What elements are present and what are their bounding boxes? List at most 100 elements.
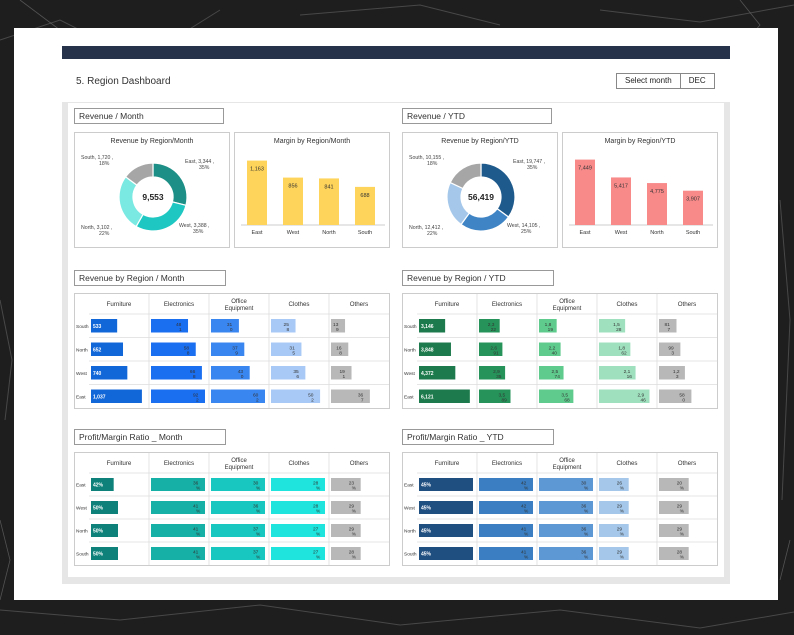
cell-value-suffix: 2 <box>256 397 259 403</box>
cell-value: 30 <box>253 481 259 487</box>
data-bar <box>271 478 325 491</box>
donut-slice-south <box>124 162 154 186</box>
cell-value: 50 <box>308 392 314 398</box>
data-bar <box>479 524 533 537</box>
month-dropdown[interactable]: DEC <box>679 74 714 88</box>
data-bar <box>599 501 629 514</box>
bar-west <box>283 177 303 225</box>
cell-value-suffix: % <box>352 486 357 492</box>
cell-value-suffix: 46 <box>641 397 647 403</box>
donut-label-line2: 22% <box>427 231 438 237</box>
month-selector[interactable]: Select month DEC <box>616 73 715 89</box>
cell-value: 36 <box>358 392 364 398</box>
cell-value: 36 <box>581 504 587 510</box>
cell-value: 66 <box>190 369 196 375</box>
data-bar <box>211 478 265 491</box>
cell-value: 45% <box>421 483 432 489</box>
cell-value: 2,1 <box>624 369 631 375</box>
column-header-electronics: Electronics <box>164 460 194 467</box>
cell-value-suffix: % <box>256 532 261 538</box>
cell-value-suffix: 7 <box>361 397 364 403</box>
cell-value: 99 <box>668 345 674 351</box>
data-bar <box>151 342 196 356</box>
cell-value-suffix: 62 <box>621 350 627 356</box>
cell-value: 42 <box>521 504 527 510</box>
cell-value: 1,2 <box>673 369 680 375</box>
data-bar <box>271 366 306 380</box>
cell-value-suffix: 22 <box>491 327 497 333</box>
data-bar <box>539 366 564 380</box>
row-label-west: West <box>404 506 416 512</box>
data-bar <box>539 524 593 537</box>
data-bar <box>539 342 561 356</box>
bar-value-label: 1,163 <box>250 167 264 173</box>
data-bar <box>271 389 321 403</box>
data-bar <box>419 342 451 356</box>
cell-value: 45% <box>421 552 432 558</box>
section-label-pm-ytd: Profit/Margin Ratio _ YTD <box>402 429 554 445</box>
cell-value: 60 <box>253 392 259 398</box>
column-header-furniture: Furniture <box>107 301 132 308</box>
data-bar <box>151 524 205 537</box>
data-bar <box>659 319 677 333</box>
cell-value: 20 <box>677 481 683 487</box>
data-bar <box>419 319 446 333</box>
data-bar <box>599 342 631 356</box>
column-header-electronics: Electronics <box>164 301 194 308</box>
chart-title: Revenue by Region/Month <box>110 138 194 145</box>
data-bar <box>91 501 118 514</box>
data-bar <box>419 366 456 380</box>
bar-value-label: 856 <box>288 184 297 190</box>
cell-value-suffix: 2 <box>196 397 199 403</box>
dashboard-sheet: 5. Region Dashboard Select month DEC Rev… <box>62 59 730 584</box>
data-bar <box>331 389 370 403</box>
donut-label-line1: South, 10,155 , <box>409 155 444 161</box>
cell-value: 45% <box>421 529 432 535</box>
data-bar <box>151 478 205 491</box>
cell-value: 6,121 <box>421 394 434 400</box>
data-bar <box>151 366 202 380</box>
cell-value: 41 <box>521 527 527 533</box>
donut-label-line2: 22% <box>99 231 110 237</box>
row-label-south: South <box>404 324 417 330</box>
cell-value: 29 <box>617 527 623 533</box>
cell-value: 37 <box>232 345 238 351</box>
section-label-rbr-month: Revenue by Region / Month <box>74 270 226 286</box>
cell-value: 42% <box>93 483 104 489</box>
donut-label-north: North, 12,412 , 22% <box>409 225 443 237</box>
column-header-others: Others <box>350 460 369 467</box>
data-bar <box>91 319 118 333</box>
data-bar <box>271 319 296 333</box>
donut-label-line2: 35% <box>199 165 210 171</box>
bar-category-label: North <box>322 230 335 236</box>
cell-value-suffix: % <box>680 532 685 538</box>
row-label-north: North <box>76 529 88 535</box>
bar-category-label: North <box>650 230 663 236</box>
cell-value-suffix: 0 <box>230 327 233 333</box>
data-bar <box>331 478 361 491</box>
data-bar <box>331 366 352 380</box>
cell-value: 29 <box>617 550 623 556</box>
column-header-furniture: Furniture <box>435 460 460 467</box>
cell-value-suffix: % <box>352 532 357 538</box>
column-header-office-equipment-2: Equipment <box>225 465 254 471</box>
data-bar <box>271 501 325 514</box>
cell-value: 28 <box>313 504 319 510</box>
cell-value-suffix: % <box>524 532 529 538</box>
cell-value-suffix: 5 <box>292 350 295 356</box>
cell-value: 29 <box>677 504 683 510</box>
data-bar <box>331 501 361 514</box>
cell-value-suffix: 19 <box>548 327 554 333</box>
bar-value-label: 3,907 <box>686 197 700 203</box>
data-bar <box>659 389 692 403</box>
column-header-clothes: Clothes <box>289 301 310 308</box>
cell-value-suffix: % <box>196 555 201 561</box>
cell-value-suffix: 35 <box>496 374 502 380</box>
cell-value-suffix: 9 <box>336 327 339 333</box>
data-bar <box>331 342 349 356</box>
cell-value: 25 <box>284 322 290 328</box>
data-bar <box>91 524 118 537</box>
cell-value: 29 <box>349 504 355 510</box>
